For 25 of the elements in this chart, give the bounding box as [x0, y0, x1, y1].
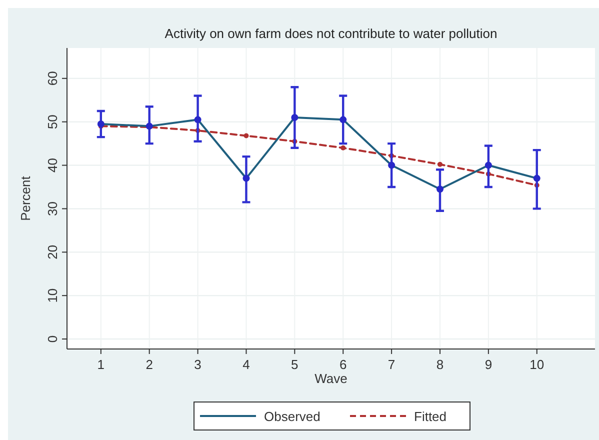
y-tick-label: 30 — [45, 201, 60, 216]
x-tick-label: 6 — [339, 357, 347, 372]
legend-label: Observed — [264, 409, 320, 424]
y-tick-label: 10 — [45, 288, 60, 303]
point — [244, 133, 249, 138]
legend-label: Fitted — [414, 409, 447, 424]
point — [340, 145, 346, 150]
x-tick-label: 7 — [388, 357, 396, 372]
x-tick-label: 10 — [530, 357, 544, 372]
y-tick-label: 20 — [45, 244, 60, 260]
x-tick-label: 1 — [97, 357, 105, 372]
x-tick-label: 3 — [194, 357, 202, 372]
y-axis-title: Percent — [18, 176, 33, 221]
y-tick-label: 60 — [45, 71, 60, 86]
y-tick-label: 50 — [45, 114, 60, 130]
x-tick-label: 8 — [436, 357, 444, 372]
chart-title: Activity on own farm does not contribute to water pollution — [164, 26, 498, 41]
x-tick-label: 5 — [291, 357, 298, 372]
point — [437, 162, 442, 167]
y-tick-label: 40 — [45, 158, 60, 173]
x-axis-title: Wave — [314, 371, 348, 386]
x-tick-label: 4 — [242, 357, 250, 372]
y-tick-label: 0 — [45, 335, 60, 343]
x-tick-label: 9 — [484, 357, 492, 372]
x-tick-label: 2 — [146, 357, 153, 372]
